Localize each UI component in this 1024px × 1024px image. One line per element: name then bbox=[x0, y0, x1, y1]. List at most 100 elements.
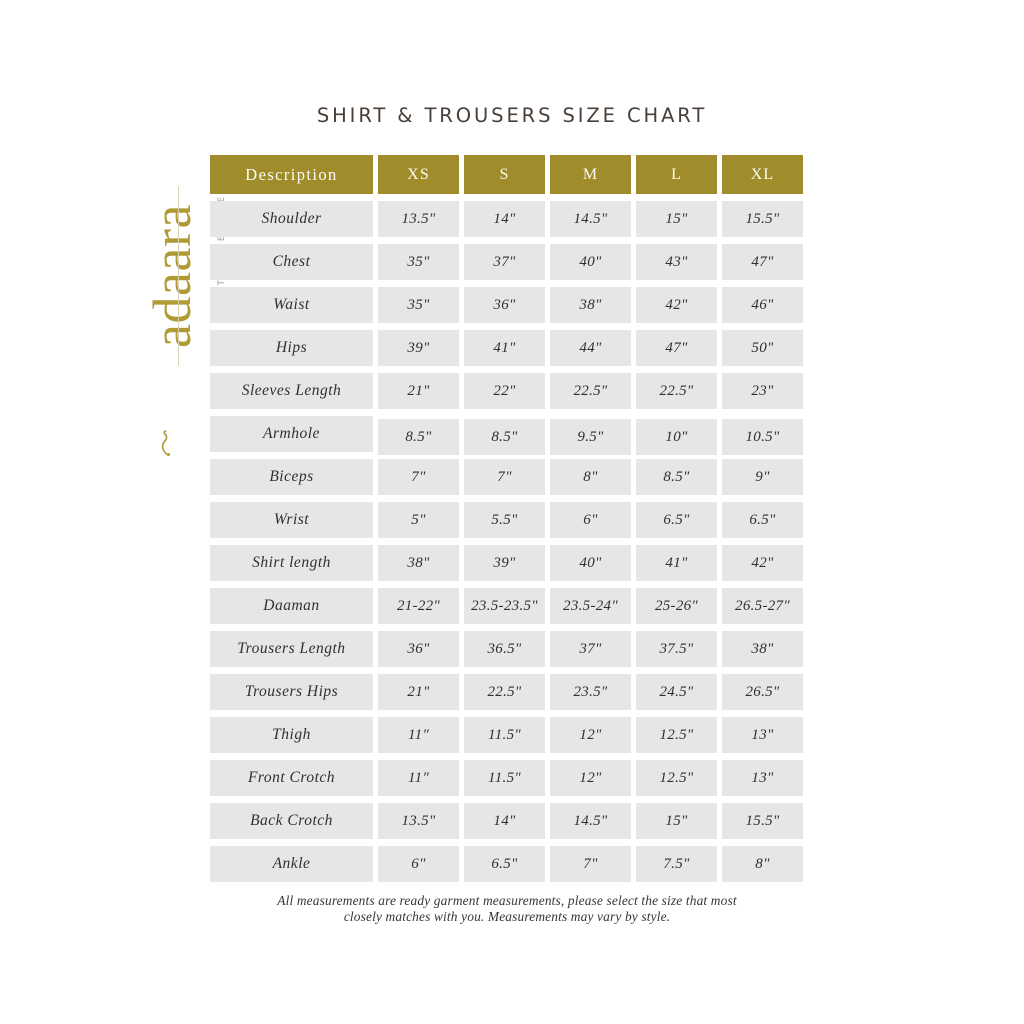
measurement-cell: 7" bbox=[550, 846, 631, 882]
measurement-cell: 38" bbox=[722, 631, 803, 667]
footnote-line-1: All measurements are ready garment measu… bbox=[277, 893, 737, 908]
measurement-cell: 37" bbox=[464, 244, 545, 280]
table-row: Thigh 11" 11.5" 12" 12.5" 13" bbox=[210, 717, 803, 753]
brand-wordmark: adaara bbox=[142, 204, 202, 348]
measurements-footnote: All measurements are ready garment measu… bbox=[212, 893, 802, 925]
measurement-cell: 42" bbox=[636, 287, 717, 323]
table-row: Chest 35" 37" 40" 43" 47" bbox=[210, 244, 803, 280]
measurement-cell: 23.5-24" bbox=[550, 588, 631, 624]
measurement-cell: 7" bbox=[464, 459, 545, 495]
measurement-cell: 7" bbox=[378, 459, 459, 495]
measurement-cell: 11" bbox=[378, 760, 459, 796]
column-header-xs: XS bbox=[378, 155, 459, 194]
measurement-cell: 22" bbox=[464, 373, 545, 409]
measurement-cell: 39" bbox=[378, 330, 459, 366]
column-header-description: Description bbox=[210, 155, 373, 194]
row-label: Back Crotch bbox=[210, 803, 373, 839]
measurement-cell: 11" bbox=[378, 717, 459, 753]
measurement-cell: 9.5" bbox=[550, 419, 631, 455]
measurement-cell: 7.5" bbox=[636, 846, 717, 882]
row-label: Biceps bbox=[210, 459, 373, 495]
row-label: Shirt length bbox=[210, 545, 373, 581]
row-label: Armhole bbox=[210, 416, 373, 452]
measurement-cell: 6" bbox=[378, 846, 459, 882]
measurement-cell: 22.5" bbox=[636, 373, 717, 409]
measurement-cell: 50" bbox=[722, 330, 803, 366]
measurement-cell: 15" bbox=[636, 803, 717, 839]
row-label: Trousers Length bbox=[210, 631, 373, 667]
table-row: Front Crotch 11" 11.5" 12" 12.5" 13" bbox=[210, 760, 803, 796]
measurement-cell: 8.5" bbox=[636, 459, 717, 495]
measurement-cell: 13.5" bbox=[378, 803, 459, 839]
measurement-cell: 35" bbox=[378, 244, 459, 280]
measurement-cell: 37" bbox=[550, 631, 631, 667]
row-label: Trousers Hips bbox=[210, 674, 373, 710]
measurement-cell: 41" bbox=[636, 545, 717, 581]
table-row: Armhole 8.5" 8.5" 9.5" 10" 10.5" bbox=[210, 416, 803, 455]
column-header-m: M bbox=[550, 155, 631, 194]
measurement-cell: 6.5" bbox=[636, 502, 717, 538]
measurement-cell: 35" bbox=[378, 287, 459, 323]
measurement-cell: 46" bbox=[722, 287, 803, 323]
measurement-cell: 23" bbox=[722, 373, 803, 409]
measurement-cell: 8.5" bbox=[378, 419, 459, 455]
measurement-cell: 38" bbox=[550, 287, 631, 323]
measurement-cell: 26.5" bbox=[722, 674, 803, 710]
measurement-cell: 40" bbox=[550, 244, 631, 280]
measurement-cell: 12" bbox=[550, 760, 631, 796]
measurement-cell: 13" bbox=[722, 717, 803, 753]
table-row: Daaman 21-22" 23.5-23.5" 23.5-24" 25-26" 26.5… bbox=[210, 588, 803, 624]
measurement-cell: 10" bbox=[636, 419, 717, 455]
column-header-s: S bbox=[464, 155, 545, 194]
measurement-cell: 6.5" bbox=[722, 502, 803, 538]
measurement-cell: 8" bbox=[722, 846, 803, 882]
measurement-cell: 14" bbox=[464, 803, 545, 839]
table-row: Sleeves Length 21" 22" 22.5" 22.5" 23" bbox=[210, 373, 803, 409]
measurement-cell: 8.5" bbox=[464, 419, 545, 455]
measurement-cell: 22.5" bbox=[550, 373, 631, 409]
measurement-cell: 9" bbox=[722, 459, 803, 495]
table-header-row: Description XS S M L XL bbox=[210, 155, 803, 194]
measurement-cell: 38" bbox=[378, 545, 459, 581]
measurement-cell: 6" bbox=[550, 502, 631, 538]
measurement-cell: 24.5" bbox=[636, 674, 717, 710]
row-label: Daaman bbox=[210, 588, 373, 624]
brand-flourish-icon bbox=[161, 430, 170, 456]
measurement-cell: 12" bbox=[550, 717, 631, 753]
measurement-cell: 14.5" bbox=[550, 201, 631, 237]
row-label: Chest bbox=[210, 244, 373, 280]
table-row: Waist 35" 36" 38" 42" 46" bbox=[210, 287, 803, 323]
measurement-cell: 6.5" bbox=[464, 846, 545, 882]
brand-logo: adaara AN ETHNIC EMPIRE bbox=[132, 178, 226, 456]
measurement-cell: 42" bbox=[722, 545, 803, 581]
measurement-cell: 15.5" bbox=[722, 803, 803, 839]
measurement-cell: 13" bbox=[722, 760, 803, 796]
row-label: Wrist bbox=[210, 502, 373, 538]
column-header-l: L bbox=[636, 155, 717, 194]
table-row: Trousers Length 36" 36.5" 37" 37.5" 38" bbox=[210, 631, 803, 667]
measurement-cell: 26.5-27" bbox=[722, 588, 803, 624]
measurement-cell: 11.5" bbox=[464, 760, 545, 796]
measurement-cell: 21" bbox=[378, 373, 459, 409]
measurement-cell: 47" bbox=[636, 330, 717, 366]
measurement-cell: 43" bbox=[636, 244, 717, 280]
column-header-xl: XL bbox=[722, 155, 803, 194]
table-row: Back Crotch 13.5" 14" 14.5" 15" 15.5" bbox=[210, 803, 803, 839]
measurement-cell: 21-22" bbox=[378, 588, 459, 624]
measurement-cell: 36" bbox=[464, 287, 545, 323]
measurement-cell: 14" bbox=[464, 201, 545, 237]
measurement-cell: 39" bbox=[464, 545, 545, 581]
table-row: Shoulder 13.5" 14" 14.5" 15" 15.5" bbox=[210, 201, 803, 237]
measurement-cell: 10.5" bbox=[722, 419, 803, 455]
measurement-cell: 21" bbox=[378, 674, 459, 710]
table-row: Ankle 6" 6.5" 7" 7.5" 8" bbox=[210, 846, 803, 882]
measurement-cell: 14.5" bbox=[550, 803, 631, 839]
measurement-cell: 12.5" bbox=[636, 717, 717, 753]
table-row: Shirt length 38" 39" 40" 41" 42" bbox=[210, 545, 803, 581]
brand-divider bbox=[178, 186, 179, 366]
measurement-cell: 13.5" bbox=[378, 201, 459, 237]
measurement-cell: 15" bbox=[636, 201, 717, 237]
table-row: Biceps 7" 7" 8" 8.5" 9" bbox=[210, 459, 803, 495]
row-label: Ankle bbox=[210, 846, 373, 882]
